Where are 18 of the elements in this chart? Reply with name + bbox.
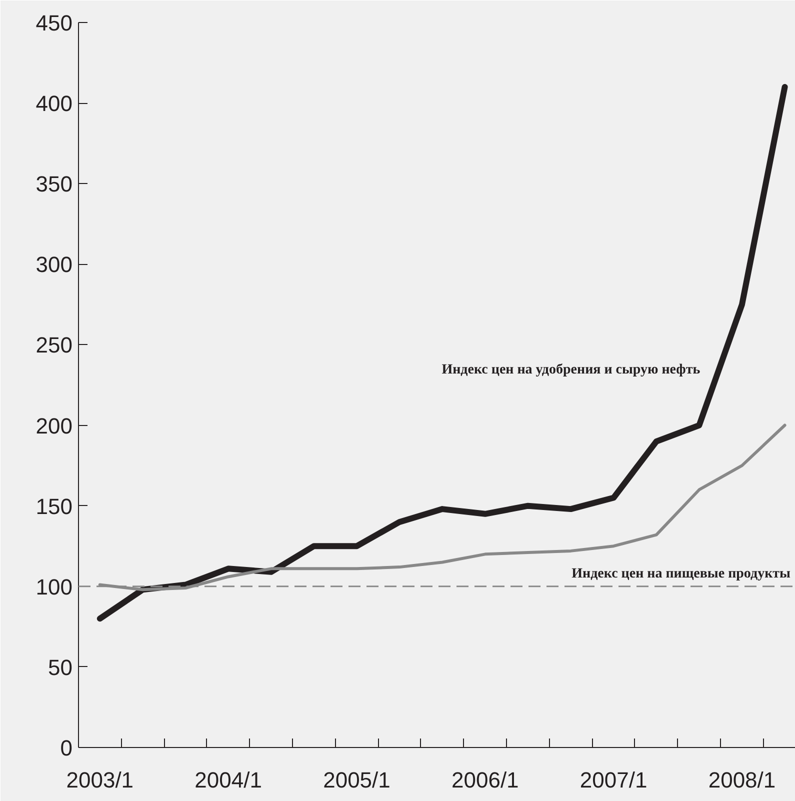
x-tick-label: 2005/1	[323, 768, 390, 792]
annotation: Индекс цен на пищевые продукты	[572, 566, 791, 582]
x-tick-label: 2006/1	[452, 768, 519, 792]
y-tick-label: 250	[36, 332, 73, 358]
annotation: Индекс цен на удобрения и сырую нефть	[442, 362, 701, 378]
y-tick-label: 300	[36, 252, 73, 278]
y-tick-label: 200	[36, 413, 73, 438]
x-tick-label: 2004/1	[194, 768, 262, 792]
y-tick-label: 350	[36, 172, 73, 197]
x-tick-label: 2007/1	[580, 768, 648, 792]
x-tick-label: 2003/1	[66, 768, 134, 792]
y-tick-label: 450	[36, 10, 73, 36]
y-tick-label: 400	[36, 91, 73, 116]
y-tick-label: 100	[36, 574, 73, 600]
y-tick-label: 0	[60, 736, 73, 760]
x-tick-label: 2008/1	[708, 768, 776, 792]
y-tick-label: 50	[48, 654, 73, 680]
y-tick-label: 150	[36, 494, 73, 519]
